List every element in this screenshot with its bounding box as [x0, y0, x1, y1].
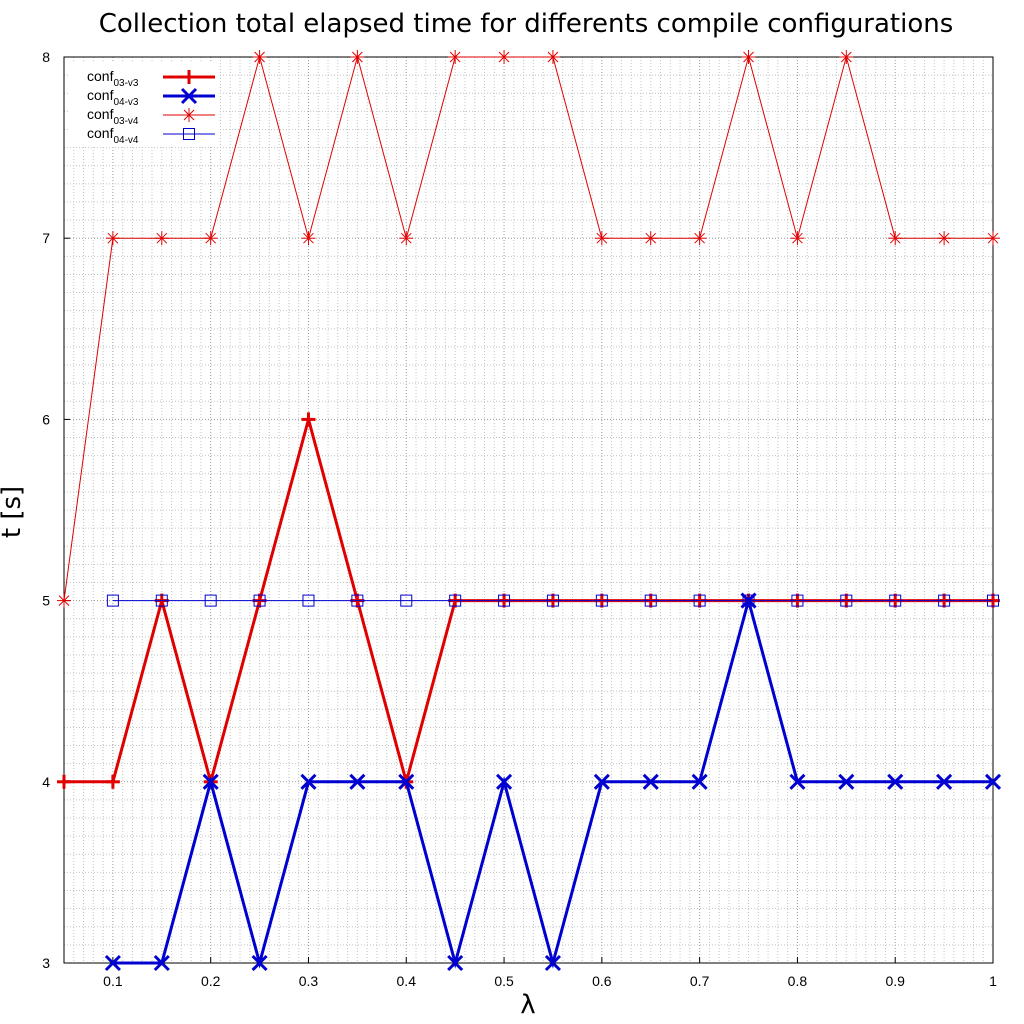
data-point [180, 87, 198, 105]
x-tick-label: 0.6 [592, 973, 612, 989]
data-point [645, 232, 657, 244]
data-point [693, 594, 706, 607]
data-point [547, 51, 559, 63]
x-tick-label: 1 [989, 973, 997, 989]
data-point [642, 773, 659, 790]
y-tick-label: 6 [42, 411, 50, 427]
data-point [106, 594, 119, 607]
data-point [253, 594, 266, 607]
legend-entry-subscript: 03-v4 [113, 116, 138, 127]
y-tick-label: 8 [42, 49, 50, 65]
grid-lines [63, 56, 994, 964]
legend-entry-subscript: 04-v3 [113, 97, 138, 108]
data-point [742, 594, 755, 607]
series-04-v3 [104, 592, 1002, 972]
x-tick-label: 0.7 [690, 973, 710, 989]
data-point [840, 51, 852, 63]
data-point [596, 232, 608, 244]
data-point [58, 595, 70, 606]
data-point [987, 232, 999, 244]
data-point [593, 773, 610, 790]
data-point [254, 51, 265, 63]
data-point [544, 954, 562, 972]
data-point [838, 773, 855, 790]
data-point [936, 773, 953, 790]
series-line [63, 55, 993, 601]
data-point [984, 773, 1002, 790]
data-point [495, 773, 513, 790]
series-04-v4 [106, 594, 999, 607]
data-point [104, 954, 121, 972]
y-tick-label: 5 [42, 593, 50, 609]
x-tick-label: 0.9 [885, 973, 905, 989]
data-point [789, 773, 806, 790]
x-tick-label: 0.1 [103, 973, 123, 989]
x-axis-label: λ [520, 990, 535, 1020]
data-point [251, 954, 268, 972]
data-point [791, 594, 804, 607]
y-tick-label: 7 [42, 230, 50, 246]
series-03-v4 [57, 50, 1000, 608]
data-point [889, 232, 901, 244]
data-point [595, 594, 608, 607]
y-axis-label: t [s] [0, 486, 27, 538]
data-point [302, 594, 315, 607]
data-point [349, 773, 366, 790]
data-point [449, 594, 462, 607]
data-point [398, 773, 415, 790]
data-point [691, 773, 708, 790]
data-point [400, 232, 412, 244]
series-layer [57, 50, 1002, 972]
data-point [694, 232, 705, 244]
data-point [887, 773, 904, 790]
data-point [300, 773, 317, 790]
data-point [743, 51, 754, 63]
data-point [498, 594, 511, 607]
data-point [155, 594, 168, 607]
axis-ticks: 0.1 0.2 0.3 0.4 0.5 0.6 0.7 0.8 0.9 1 3 4 5 6 7 8 [42, 49, 997, 989]
data-point [351, 594, 364, 607]
legend-entry-subscript: 03-v3 [113, 78, 138, 89]
data-point [938, 232, 950, 244]
chart-title: Collection total elapsed time for differ… [99, 9, 954, 39]
data-point [792, 232, 803, 244]
data-point [156, 232, 168, 244]
x-tick-label: 0.8 [788, 973, 808, 989]
data-point [546, 594, 559, 607]
y-tick-label: 4 [42, 774, 50, 790]
data-point [352, 51, 363, 63]
data-point [987, 594, 999, 607]
data-point [204, 594, 217, 607]
data-point [183, 128, 195, 140]
x-tick-label: 0.4 [397, 973, 417, 989]
data-point [449, 51, 461, 63]
legend-entry-subscript: 04-v4 [113, 135, 138, 146]
data-point [107, 232, 119, 244]
data-point [400, 594, 413, 607]
x-tick-label: 0.2 [201, 973, 221, 989]
y-tick-label: 3 [42, 955, 50, 971]
data-point [183, 109, 195, 121]
data-point [840, 594, 853, 607]
data-point [498, 51, 510, 63]
data-point [153, 954, 170, 972]
data-point [303, 232, 314, 244]
data-point [889, 594, 902, 607]
data-point [447, 954, 464, 972]
data-point [644, 594, 657, 607]
x-tick-label: 0.3 [299, 973, 319, 989]
data-point [205, 232, 217, 244]
data-point [938, 594, 951, 607]
data-point [202, 773, 219, 790]
x-tick-label: 0.5 [494, 973, 514, 989]
